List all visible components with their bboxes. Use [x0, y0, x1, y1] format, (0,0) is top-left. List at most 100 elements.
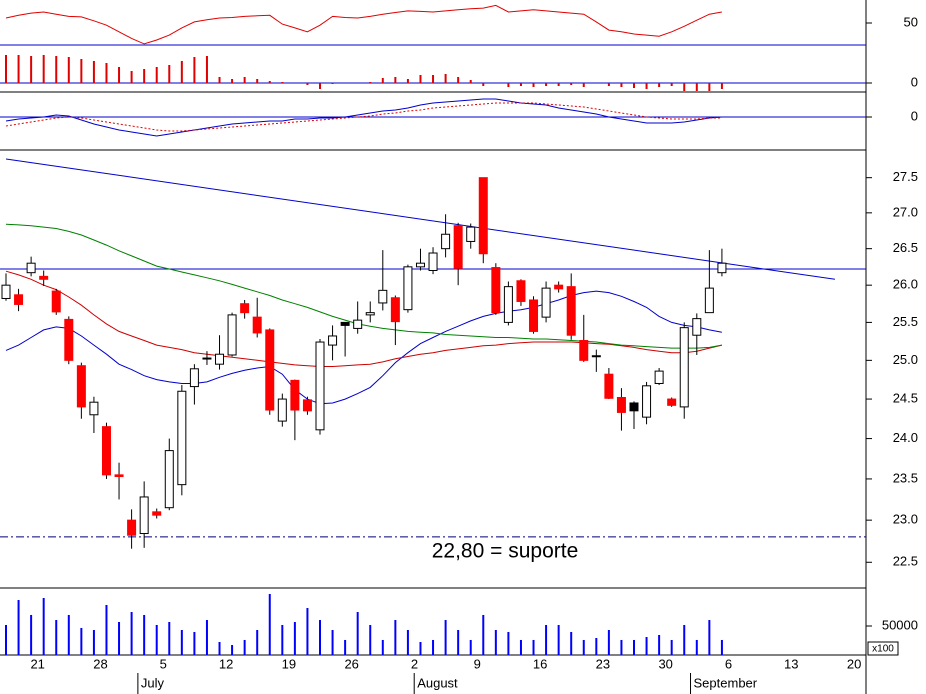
candle-body — [51, 290, 61, 313]
y-tick-label: 26.5 — [893, 240, 918, 255]
candle-body — [529, 299, 539, 332]
candle-body — [189, 368, 199, 388]
month-label: July — [141, 675, 165, 690]
candle-body — [554, 284, 564, 290]
candle-body — [114, 474, 124, 477]
candle-body — [152, 511, 162, 516]
candle-body — [616, 396, 626, 413]
candle-body — [428, 252, 438, 271]
candle-body — [390, 297, 400, 323]
y-tick-label: 26.0 — [893, 277, 918, 292]
candle-body — [139, 496, 149, 535]
unit-label: x100 — [872, 644, 894, 655]
candle-body — [667, 398, 677, 406]
candle-body — [466, 226, 476, 242]
candle-body — [76, 365, 86, 408]
x-tick-label: 30 — [658, 656, 672, 671]
candle-body — [453, 225, 463, 269]
candle-body — [415, 262, 425, 268]
candle-body — [654, 370, 664, 384]
candle-body — [127, 519, 137, 536]
x-tick-label: 16 — [533, 656, 547, 671]
candle-body — [315, 341, 325, 431]
candle-body — [478, 177, 488, 255]
candle-body — [340, 321, 350, 326]
y-tick-label: 23.0 — [893, 512, 918, 527]
x-tick-label: 28 — [93, 656, 107, 671]
candle-body — [503, 286, 513, 323]
x-tick-label: 21 — [30, 656, 44, 671]
candle-body — [679, 327, 689, 408]
candle-body — [164, 450, 174, 509]
candle-body — [629, 402, 639, 412]
y-tick-label: 0 — [911, 74, 918, 89]
y-tick-label: 23.5 — [893, 470, 918, 485]
annotation: 22,80 = suporte — [432, 540, 579, 563]
candle-body — [89, 401, 99, 416]
candle-body — [302, 399, 312, 412]
candle-body — [704, 287, 714, 314]
line-series — [5, 290, 722, 405]
y-tick-label: 27.5 — [893, 169, 918, 184]
x-tick-label: 5 — [160, 656, 167, 671]
line-series — [5, 102, 722, 132]
candle-body — [240, 303, 250, 314]
candle-body — [14, 294, 24, 305]
candle-body — [441, 233, 451, 250]
candle-body — [290, 379, 300, 411]
month-label: August — [417, 675, 458, 690]
line-series — [5, 270, 723, 367]
candle-body — [265, 329, 275, 411]
candle-body — [101, 426, 111, 476]
candle-body — [227, 314, 237, 356]
candle-body — [1, 284, 11, 299]
candle-body — [604, 373, 614, 399]
y-tick-label: 25.5 — [893, 314, 918, 329]
y-tick-label: 27.0 — [893, 204, 918, 219]
candle-body — [177, 390, 187, 486]
candle-body — [39, 275, 49, 280]
y-tick-label: 24.5 — [893, 391, 918, 406]
candle-body — [692, 318, 702, 336]
candle-body — [26, 262, 36, 274]
candle-body — [717, 262, 727, 274]
line-series — [5, 98, 722, 137]
candle-body — [541, 287, 551, 318]
trend-line — [5, 158, 836, 280]
candle-body — [328, 335, 338, 346]
candle-body — [378, 289, 388, 304]
x-tick-label: 6 — [725, 656, 732, 671]
x-tick-label: 19 — [282, 656, 296, 671]
x-tick-label: 9 — [474, 656, 481, 671]
candle-body — [591, 355, 601, 358]
candle-body — [202, 357, 212, 360]
candle-body — [215, 353, 225, 365]
candle-body — [579, 340, 589, 361]
candle-body — [277, 398, 287, 422]
candle-body — [403, 266, 413, 311]
candle-body — [566, 286, 576, 336]
x-tick-label: 26 — [344, 656, 358, 671]
candle-body — [365, 312, 375, 316]
y-tick-label: 50000 — [882, 617, 918, 632]
month-label: September — [694, 675, 758, 690]
x-tick-label: 13 — [784, 656, 798, 671]
line-series — [5, 223, 722, 349]
y-tick-label: 22.5 — [893, 554, 918, 569]
x-tick-label: 23 — [596, 656, 610, 671]
candle-body — [491, 267, 501, 314]
x-tick-label: 2 — [411, 656, 418, 671]
candle-body — [516, 280, 526, 302]
x-tick-label: 20 — [847, 656, 861, 671]
candle-body — [252, 316, 262, 334]
x-tick-label: 12 — [219, 656, 233, 671]
candle-body — [64, 318, 74, 361]
y-tick-label: 24.0 — [893, 430, 918, 445]
y-tick-label: 0 — [911, 108, 918, 123]
y-tick-label: 25.0 — [893, 352, 918, 367]
candle-body — [353, 319, 363, 329]
candle-body — [642, 385, 652, 418]
y-tick-label: 50 — [904, 14, 918, 29]
